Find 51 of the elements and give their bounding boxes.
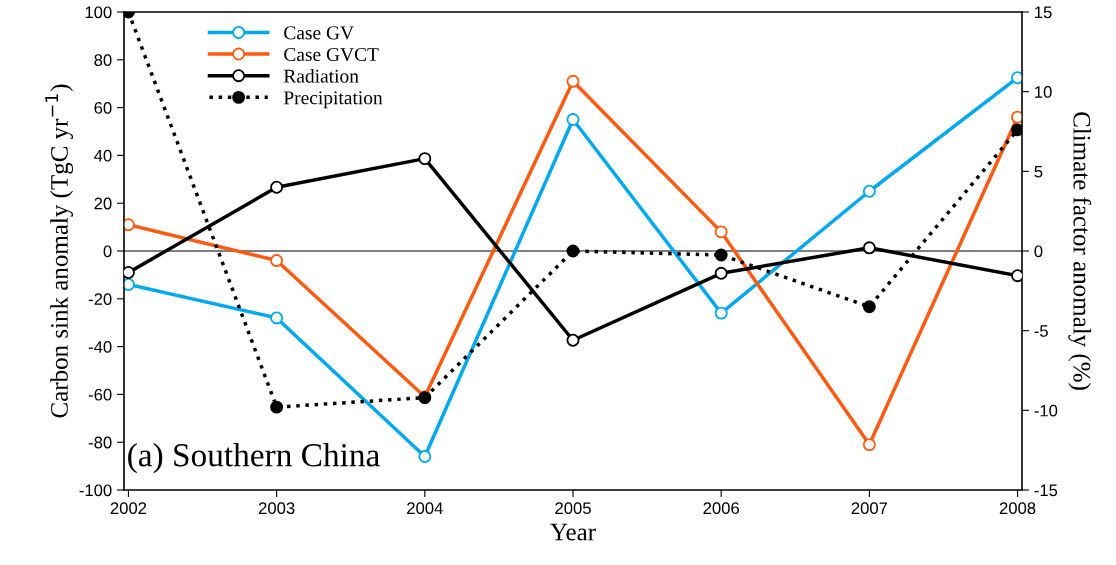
point (270, 180, 284, 194)
legend-label: Case GVCT (284, 47, 379, 62)
y2-tick-label: -15 (1034, 484, 1058, 497)
point (714, 306, 728, 320)
y-tick-label: 100 (85, 6, 112, 19)
y-tick-label: 60 (94, 102, 112, 114)
y2-tick-label: 10 (1035, 86, 1052, 98)
x-tick-label: 2008 (999, 502, 1036, 515)
y-tick-label: -40 (88, 341, 112, 353)
y2-tick-label: -5 (1034, 325, 1048, 337)
point (862, 241, 876, 255)
point (418, 450, 432, 464)
y-tick-label: 80 (94, 54, 112, 66)
point (566, 113, 580, 127)
legend-label: Case GV (284, 26, 354, 40)
x-tick-label: 2006 (703, 502, 739, 515)
point (714, 225, 728, 239)
legend-label: Precipitation (283, 91, 383, 109)
y-tick-label: -100 (79, 484, 112, 497)
y-tick-label: -80 (88, 436, 112, 449)
point (566, 74, 580, 88)
y2-tick-label: 15 (1035, 6, 1052, 19)
point (566, 333, 580, 347)
point (270, 400, 284, 414)
x-tick-label: 2005 (555, 502, 591, 515)
x-axis-title: Year (550, 523, 596, 541)
point (714, 266, 728, 280)
y-tick-label: 0 (103, 245, 112, 258)
point (862, 438, 876, 452)
point (714, 248, 728, 262)
y-axis-title: Carbon sink anomaly (TgC yr$^{−1}$) (45, 84, 74, 418)
y2-tick-label: -10 (1034, 404, 1058, 417)
y2-tick-label: 0 (1034, 245, 1043, 258)
point (566, 244, 580, 258)
y-tick-label: 20 (94, 197, 112, 210)
point (270, 254, 284, 268)
y-tick-label: -20 (88, 293, 112, 305)
y-tick-label: 40 (94, 149, 112, 162)
point (862, 300, 876, 314)
y2-tick-label: 5 (1034, 165, 1043, 178)
point (270, 311, 284, 325)
y-tick-label: -60 (88, 388, 112, 401)
y2-axis-title: Climate factor anomaly (%) (1068, 112, 1092, 390)
point (862, 184, 876, 198)
x-tick-label: 2002 (110, 502, 147, 515)
legend-label: Radiation (283, 69, 359, 83)
x-tick-label: 2003 (258, 502, 295, 515)
annotation: (a) Southern China (128, 443, 380, 474)
point (418, 152, 432, 166)
x-tick-label: 2004 (407, 502, 443, 515)
x-tick-label: 2007 (851, 502, 888, 515)
